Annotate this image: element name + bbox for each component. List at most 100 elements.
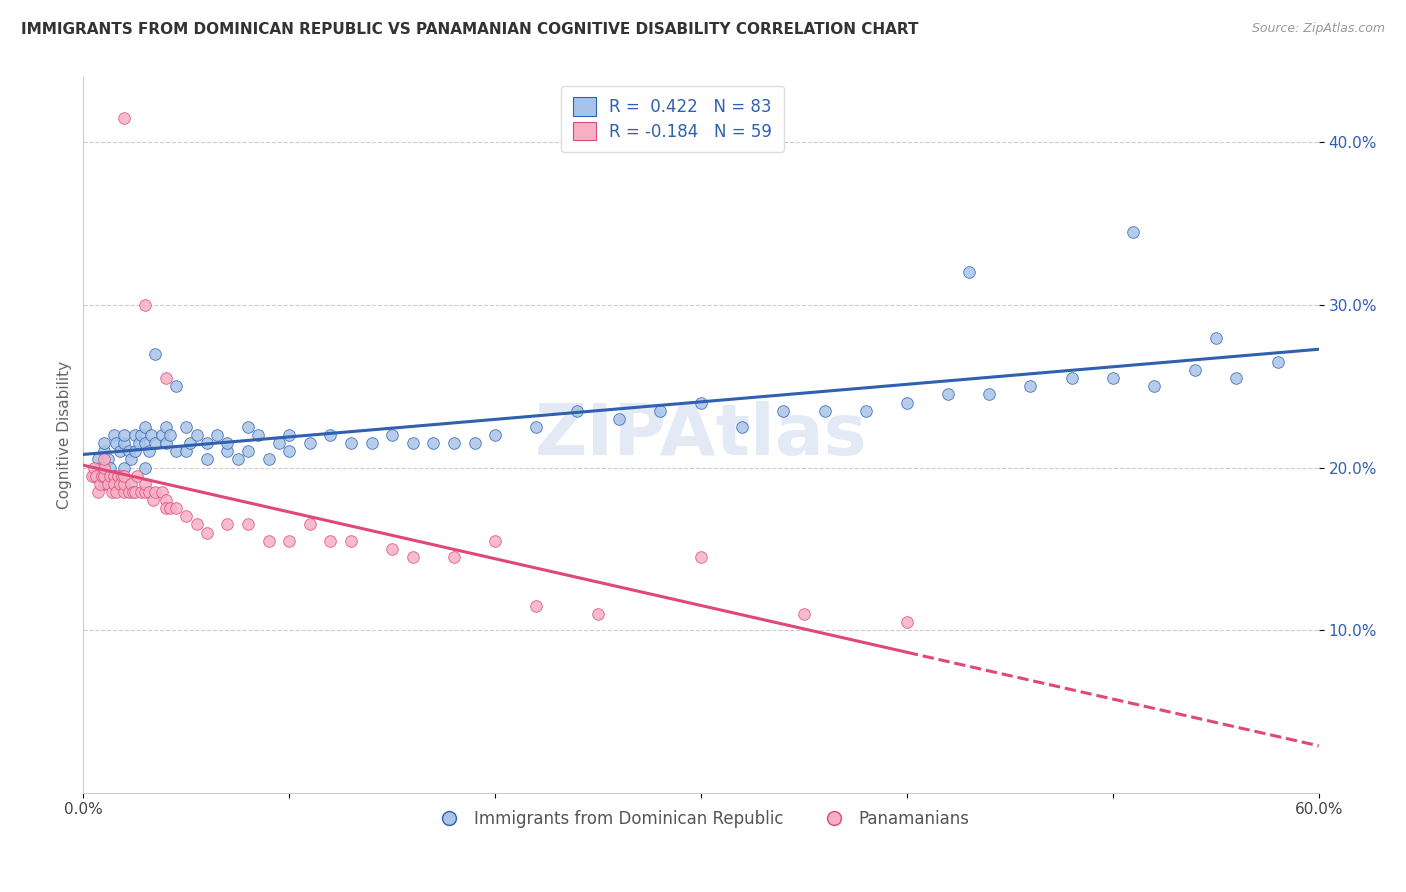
Point [567,403,589,417]
Point [143,347,166,361]
Point [114,485,136,500]
Point [129,485,152,500]
Point [103,468,125,483]
Point [86,485,108,500]
Point [443,436,465,450]
Point [381,541,404,556]
Point [155,493,177,508]
Point [957,265,980,279]
Point [298,436,321,450]
Point [731,420,754,434]
Point [98,468,121,483]
Point [138,485,160,500]
Point [267,436,290,450]
Point [257,533,280,548]
Point [114,460,136,475]
Point [155,501,177,516]
Point [101,485,124,500]
Point [103,428,125,442]
Point [90,468,112,483]
Point [124,428,146,442]
Point [257,452,280,467]
Point [524,599,547,613]
Text: ZIPAtlas: ZIPAtlas [534,401,868,469]
Point [83,460,105,475]
Point [120,452,142,467]
Point [340,533,363,548]
Point [155,371,177,385]
Point [484,533,506,548]
Point [174,420,197,434]
Point [83,468,105,483]
Point [1143,379,1166,393]
Point [110,444,132,458]
Point [93,436,115,450]
Point [174,444,197,458]
Point [402,549,425,564]
Point [84,468,107,483]
Point [134,298,156,312]
Point [772,403,794,417]
Point [134,485,156,500]
Point [93,452,115,467]
Text: IMMIGRANTS FROM DOMINICAN REPUBLIC VS PANAMANIAN COGNITIVE DISABILITY CORRELATIO: IMMIGRANTS FROM DOMINICAN REPUBLIC VS PA… [21,22,918,37]
Point [93,460,115,475]
Point [138,444,160,458]
Point [117,485,139,500]
Point [226,452,249,467]
Point [319,533,342,548]
Point [236,444,259,458]
Point [217,444,239,458]
Point [217,436,239,450]
Point [114,428,136,442]
Point [150,485,173,500]
Point [125,468,148,483]
Point [143,485,166,500]
Point [690,549,713,564]
Point [86,452,108,467]
Point [298,517,321,532]
Point [121,485,143,500]
Point [360,436,382,450]
Point [134,436,156,450]
Point [278,533,301,548]
Point [896,395,918,409]
Point [111,468,134,483]
Point [114,111,136,125]
Point [319,428,342,442]
Point [607,411,630,425]
Point [896,615,918,629]
Point [93,468,115,483]
Point [1060,371,1083,385]
Point [217,517,239,532]
Point [97,452,120,467]
Point [103,468,125,483]
Point [690,395,713,409]
Point [129,428,152,442]
Point [524,420,547,434]
Point [1122,225,1144,239]
Point [1184,363,1206,377]
Point [80,468,103,483]
Point [402,436,425,450]
Point [114,468,136,483]
Point [134,460,156,475]
Y-axis label: Cognitive Disability: Cognitive Disability [58,361,72,509]
Point [105,485,128,500]
Point [165,444,187,458]
Point [195,452,218,467]
Point [98,460,121,475]
Point [165,501,187,516]
Point [89,476,111,491]
Point [340,436,363,450]
Point [93,476,115,491]
Point [105,436,128,450]
Point [586,607,609,621]
Point [1101,371,1123,385]
Point [236,420,259,434]
Point [1225,371,1247,385]
Point [422,436,444,450]
Point [855,403,877,417]
Point [1019,379,1042,393]
Point [142,493,165,508]
